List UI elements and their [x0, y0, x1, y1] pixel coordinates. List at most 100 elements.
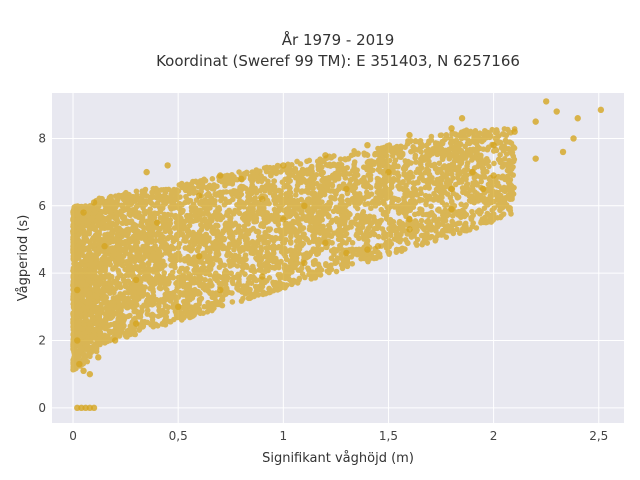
scatter-point [346, 210, 352, 217]
scatter-point [508, 140, 515, 146]
scatter-point [481, 174, 488, 180]
scatter-point [108, 321, 114, 328]
scatter-point [448, 171, 455, 177]
scatter-point [242, 237, 249, 244]
scatter-point [149, 319, 156, 326]
scatter-point [157, 263, 164, 270]
scatter-point [294, 158, 300, 165]
scatter-point [248, 273, 254, 280]
scatter-point [253, 200, 259, 207]
scatter-point [328, 266, 335, 273]
scatter-point [125, 278, 132, 284]
scatter-point [276, 243, 282, 250]
scatter-point [507, 129, 513, 136]
scatter-point [144, 307, 151, 314]
scatter-point [129, 304, 136, 310]
scatter-point [236, 246, 243, 253]
scatter-point [424, 197, 430, 204]
scatter-point [368, 220, 375, 226]
scatter-point [137, 230, 143, 237]
scatter-point [434, 151, 441, 157]
scatter-point [437, 132, 444, 139]
scatter-point [139, 247, 146, 254]
scatter-point [261, 165, 268, 171]
scatter-point [456, 163, 462, 170]
scatter-point [131, 289, 138, 295]
scatter-point [160, 274, 167, 280]
scatter-point [164, 309, 170, 315]
scatter-point [184, 181, 190, 188]
scatter-point [259, 279, 265, 286]
scatter-point [126, 264, 132, 271]
scatter-point [255, 228, 261, 235]
scatter-point [94, 294, 100, 301]
scatter-point [170, 238, 177, 245]
scatter-point [398, 248, 405, 254]
scatter-point [122, 283, 129, 290]
scatter-point [309, 269, 316, 276]
scatter-point [142, 237, 149, 243]
scatter-point [188, 181, 195, 187]
scatter-point [184, 274, 190, 281]
scatter-point [246, 287, 253, 293]
scatter-point [349, 246, 356, 252]
scatter-point [299, 188, 305, 194]
scatter-point [196, 296, 203, 303]
scatter-point [85, 251, 92, 258]
scatter-point [235, 257, 241, 264]
scatter-point [119, 192, 126, 199]
scatter-point [304, 186, 311, 193]
scatter-point [105, 333, 111, 339]
scatter-point [398, 143, 404, 150]
scatter-point [134, 196, 141, 203]
scatter-point [330, 208, 337, 215]
scatter-point [188, 207, 195, 214]
scatter-point [436, 216, 442, 223]
scatter-point [81, 305, 88, 311]
scatter-point [85, 338, 92, 344]
scatter-point [275, 221, 282, 228]
scatter-point [276, 197, 283, 204]
scatter-point [117, 208, 124, 215]
scatter-point [491, 198, 497, 205]
scatter-point [144, 199, 150, 205]
scatter-point [72, 347, 79, 353]
scatter-point [137, 311, 143, 318]
scatter-point [412, 155, 418, 161]
scatter-point [136, 287, 143, 294]
scatter-point [103, 202, 110, 208]
scatter-point [70, 293, 77, 300]
scatter-point [501, 156, 508, 162]
scatter-point [270, 242, 277, 249]
scatter-point [249, 263, 256, 270]
scatter-point [173, 310, 180, 317]
scatter-point [71, 354, 77, 361]
scatter-point [288, 162, 295, 168]
scatter-point [239, 269, 245, 275]
scatter-point [428, 137, 435, 143]
scatter-point [170, 304, 176, 311]
scatter-point [130, 225, 136, 232]
scatter-point [286, 202, 293, 209]
scatter-point [262, 229, 268, 236]
scatter-point [464, 147, 471, 154]
scatter-point [209, 176, 216, 182]
scatter-point [425, 176, 432, 183]
scatter-point [83, 282, 89, 288]
scatter-point [275, 207, 281, 214]
scatter-point [456, 145, 462, 151]
scatter-point [418, 165, 425, 171]
scatter-point [102, 299, 109, 306]
scatter-point [114, 218, 121, 225]
scatter-point [241, 203, 247, 210]
scatter-point [244, 264, 250, 270]
scatter-point [293, 192, 299, 198]
scatter-point [92, 209, 98, 216]
scatter-point [404, 231, 411, 237]
scatter-point [296, 275, 303, 282]
scatter-point [86, 229, 92, 236]
scatter-point [418, 207, 425, 214]
scatter-point [179, 202, 185, 208]
scatter-point [344, 263, 351, 270]
scatter-point [419, 154, 426, 160]
